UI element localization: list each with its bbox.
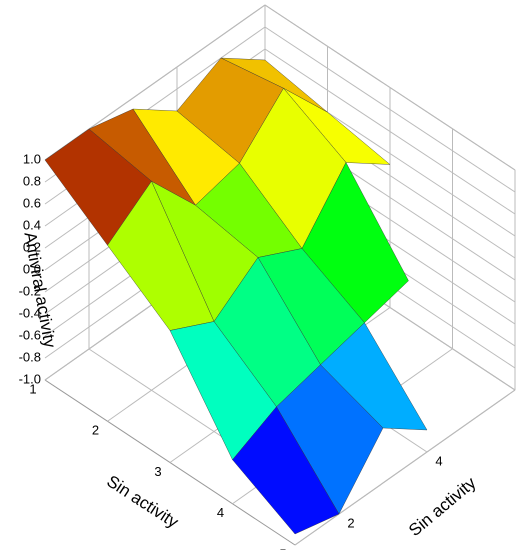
z-tick-label: -0.4	[19, 305, 41, 320]
y-tick-label: 2	[347, 515, 354, 530]
z-tick-label: -0.6	[19, 327, 41, 342]
z-tick-label: 0.0	[23, 261, 41, 276]
x-tick-label: 4	[217, 505, 224, 520]
grid-line	[294, 389, 516, 546]
z-tick-label: 1.0	[23, 151, 41, 166]
z-tick-label: -0.8	[19, 349, 41, 364]
z-tick-label: 0.8	[23, 173, 41, 188]
z-tick-label: 0.4	[23, 217, 41, 232]
z-tick-label: -0.2	[19, 283, 41, 298]
surface	[44, 57, 428, 535]
y-tick-label: 4	[435, 453, 442, 468]
z-tick-label: 0.2	[23, 239, 41, 254]
x-tick-label: 3	[154, 464, 161, 479]
y-axis-title: Sin activity	[405, 473, 480, 540]
surface-patch	[232, 406, 340, 535]
z-tick-label: -1.0	[19, 371, 41, 386]
x-axis-title: Sin activity	[103, 472, 182, 532]
x-tick-label: 2	[92, 423, 99, 438]
x-tick-label: 5	[279, 546, 286, 550]
x-tick-label: 1	[29, 381, 36, 396]
z-tick-label: 0.6	[23, 195, 41, 210]
